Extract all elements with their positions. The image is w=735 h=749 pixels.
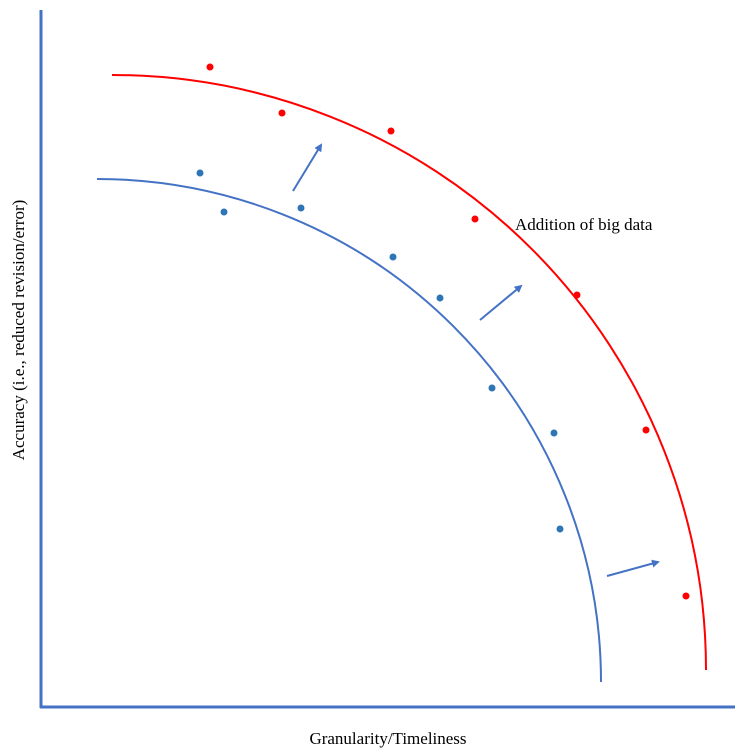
point	[642, 426, 650, 434]
point	[278, 109, 286, 117]
point	[488, 384, 496, 392]
point	[196, 169, 204, 177]
arrow	[479, 284, 523, 321]
point	[389, 253, 397, 261]
arrow	[606, 559, 660, 577]
frontier-baseline	[96, 178, 602, 683]
red-points	[206, 63, 690, 600]
blue-points	[196, 169, 564, 533]
annotation: Addition of big data	[515, 215, 653, 234]
point	[297, 204, 305, 212]
point	[682, 592, 690, 600]
point	[471, 215, 479, 223]
shift-arrows	[292, 143, 660, 577]
point	[436, 294, 444, 302]
arrow	[292, 143, 323, 192]
point	[550, 429, 558, 437]
point	[573, 291, 581, 299]
point	[387, 127, 395, 135]
y-axis-label: Accuracy (i.e., reduced revision/error)	[9, 200, 28, 461]
point	[206, 63, 214, 71]
frontier-big-data	[111, 74, 707, 671]
x-axis-label: Granularity/Timeliness	[309, 729, 466, 748]
point	[220, 208, 228, 216]
point	[556, 525, 564, 533]
